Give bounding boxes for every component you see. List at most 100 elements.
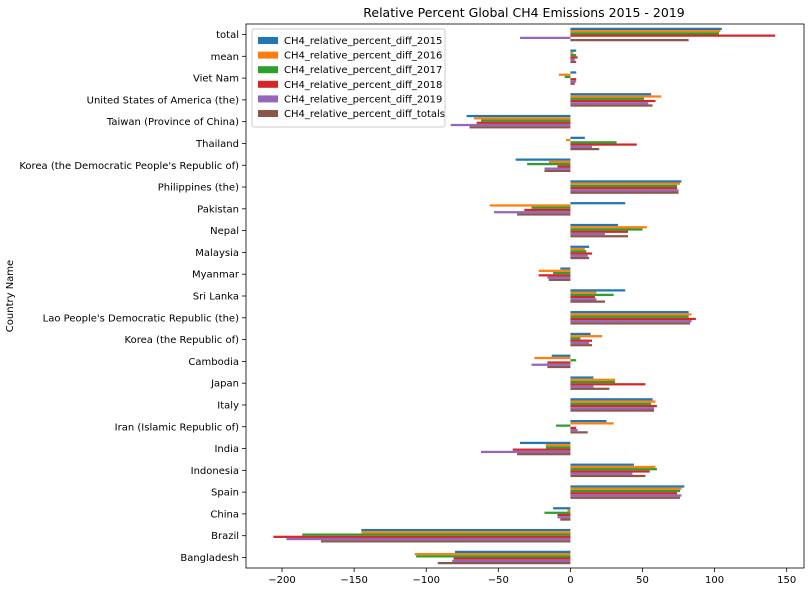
bar bbox=[570, 293, 614, 296]
bar bbox=[570, 27, 722, 30]
bar bbox=[320, 540, 571, 543]
bar bbox=[570, 359, 577, 362]
bar bbox=[570, 298, 597, 301]
bar bbox=[570, 296, 595, 299]
bar bbox=[566, 138, 571, 142]
bar bbox=[481, 450, 571, 454]
bar bbox=[570, 230, 629, 233]
bar bbox=[519, 441, 571, 445]
bar bbox=[570, 247, 585, 251]
bar bbox=[570, 102, 649, 105]
y-tick-label: Italy bbox=[217, 400, 239, 411]
bar bbox=[567, 509, 571, 512]
y-axis-label: Country Name bbox=[5, 260, 16, 332]
bar bbox=[556, 424, 571, 427]
bar bbox=[570, 95, 662, 98]
bar bbox=[570, 332, 591, 336]
bar bbox=[570, 322, 691, 325]
x-tick-label: −150 bbox=[340, 575, 367, 586]
legend-label: CH4_relative_percent_diff_2017 bbox=[284, 65, 442, 76]
bar bbox=[453, 557, 571, 560]
bar bbox=[517, 453, 571, 456]
bar bbox=[570, 468, 657, 471]
bar bbox=[570, 191, 679, 194]
bar bbox=[489, 204, 571, 207]
bar bbox=[570, 385, 594, 388]
y-tick-label: Myanmar bbox=[192, 270, 240, 281]
bar bbox=[570, 93, 652, 96]
bar bbox=[570, 474, 646, 478]
legend-label: CH4_relative_percent_diff_2019 bbox=[284, 94, 442, 105]
bar bbox=[570, 104, 653, 107]
bar bbox=[466, 114, 571, 118]
bar bbox=[570, 313, 692, 316]
bar bbox=[570, 226, 647, 229]
bar bbox=[570, 147, 600, 151]
bar bbox=[570, 311, 689, 314]
bar bbox=[570, 426, 577, 429]
x-tick-label: −200 bbox=[268, 575, 295, 586]
legend-swatch bbox=[258, 51, 278, 59]
bar bbox=[519, 36, 571, 39]
legend-swatch bbox=[258, 110, 278, 117]
bar bbox=[570, 387, 610, 390]
bar bbox=[545, 446, 571, 449]
bar bbox=[452, 559, 571, 562]
bars-layer bbox=[273, 27, 776, 565]
bar bbox=[302, 533, 571, 536]
bar bbox=[548, 160, 571, 163]
bar bbox=[560, 518, 571, 521]
bar bbox=[544, 511, 571, 514]
bar bbox=[570, 180, 682, 183]
y-tick-label: Taiwan (Province of China) bbox=[106, 117, 239, 128]
y-tick-label: Malaysia bbox=[195, 248, 239, 259]
bar bbox=[570, 54, 577, 57]
y-tick-label: India bbox=[214, 444, 239, 455]
bar bbox=[538, 269, 571, 272]
bar bbox=[570, 335, 603, 338]
bar bbox=[570, 300, 606, 303]
bar bbox=[570, 494, 682, 497]
bar bbox=[553, 507, 571, 510]
bar bbox=[570, 34, 776, 37]
x-tick-label: 50 bbox=[636, 575, 649, 586]
bar bbox=[570, 341, 590, 345]
bar bbox=[450, 123, 571, 127]
bar bbox=[570, 97, 644, 100]
bar bbox=[545, 444, 571, 447]
bar bbox=[570, 487, 682, 490]
bar bbox=[570, 39, 689, 42]
bar bbox=[570, 78, 577, 81]
bar bbox=[570, 235, 629, 238]
bar bbox=[570, 60, 577, 64]
y-tick-label: Philippines (the) bbox=[158, 183, 239, 194]
bar bbox=[455, 550, 571, 553]
bar bbox=[570, 463, 634, 466]
y-tick-label: Iran (Islamic Republic of) bbox=[115, 422, 239, 433]
bar bbox=[517, 213, 571, 216]
bar bbox=[570, 422, 614, 425]
bar bbox=[570, 465, 656, 469]
bar bbox=[570, 485, 685, 488]
bar bbox=[570, 344, 593, 347]
bar bbox=[473, 117, 571, 120]
bar bbox=[570, 492, 678, 495]
bar bbox=[570, 470, 650, 473]
y-tick-label: Brazil bbox=[211, 531, 239, 542]
bar bbox=[570, 56, 578, 59]
bar bbox=[570, 187, 678, 190]
bar bbox=[494, 211, 571, 214]
bar bbox=[570, 337, 581, 340]
y-tick-label: Nepal bbox=[210, 226, 239, 237]
bar bbox=[570, 402, 652, 405]
bar bbox=[570, 99, 656, 103]
chart-title: Relative Percent Global CH4 Emissions 20… bbox=[363, 5, 685, 20]
bar bbox=[570, 429, 578, 432]
legend-label: CH4_relative_percent_diff_2018 bbox=[284, 80, 442, 91]
bar bbox=[538, 274, 571, 277]
bar bbox=[414, 553, 571, 556]
bar bbox=[570, 400, 656, 403]
y-tick-label: United States of America (the) bbox=[87, 95, 239, 106]
bar bbox=[570, 245, 590, 248]
x-tick-label: 100 bbox=[705, 575, 724, 586]
